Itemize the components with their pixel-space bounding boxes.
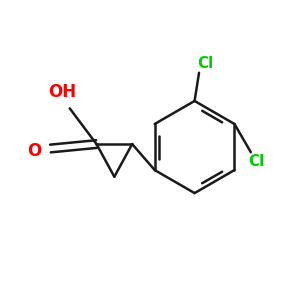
Text: OH: OH bbox=[48, 83, 76, 101]
Text: O: O bbox=[27, 142, 41, 160]
Text: Cl: Cl bbox=[197, 56, 213, 71]
Text: Cl: Cl bbox=[249, 154, 265, 169]
